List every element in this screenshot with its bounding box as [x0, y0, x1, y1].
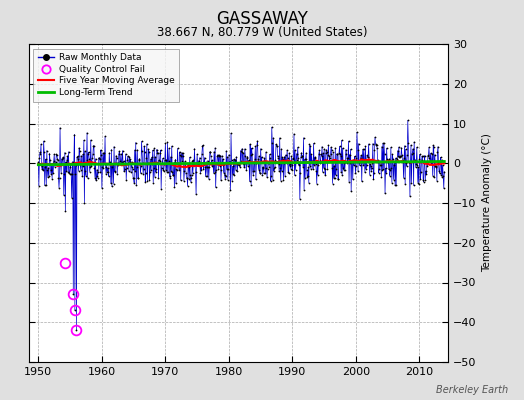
Text: GASSAWAY: GASSAWAY	[216, 10, 308, 28]
Y-axis label: Temperature Anomaly (°C): Temperature Anomaly (°C)	[482, 134, 492, 272]
Legend: Raw Monthly Data, Quality Control Fail, Five Year Moving Average, Long-Term Tren: Raw Monthly Data, Quality Control Fail, …	[34, 48, 179, 102]
Text: Berkeley Earth: Berkeley Earth	[436, 385, 508, 395]
Text: 38.667 N, 80.779 W (United States): 38.667 N, 80.779 W (United States)	[157, 26, 367, 39]
